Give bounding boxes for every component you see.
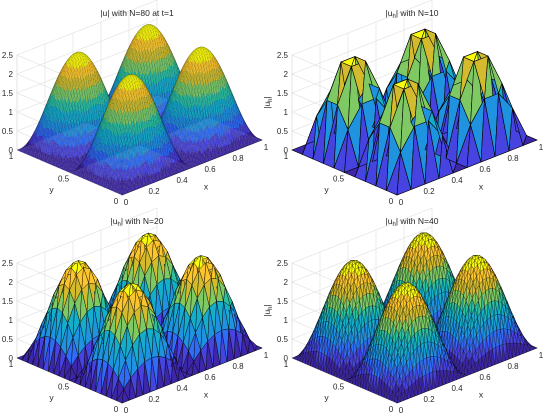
panel-exact: 00.20.40.60.8100.5100.511.522.5xy|u||u| …: [0, 0, 275, 208]
surface: [16, 24, 263, 196]
surface-plot-exact: 00.20.40.60.8100.5100.511.522.5xy|u||u| …: [2, 0, 269, 207]
